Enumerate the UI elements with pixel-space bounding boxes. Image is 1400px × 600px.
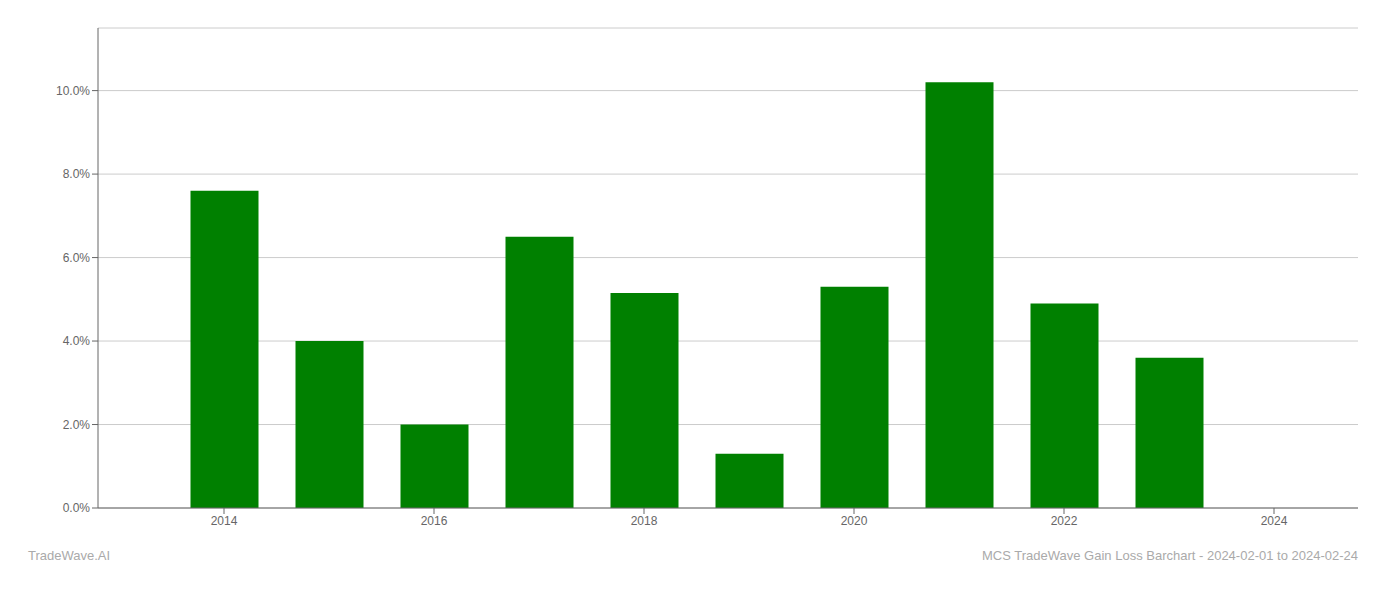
html-text:TradeWave.AI: TradeWave.AI bbox=[28, 548, 111, 563]
svg-text:2016: 2016 bbox=[421, 514, 448, 528]
svg-text:2.0%: 2.0% bbox=[63, 418, 91, 432]
svg-text:2024: 2024 bbox=[1261, 514, 1288, 528]
svg-text:2014: 2014 bbox=[211, 514, 238, 528]
svg-text:8.0%: 8.0% bbox=[63, 167, 91, 181]
html-text:MCS TradeWave Gain Loss Barcha: MCS TradeWave Gain Loss Barchart - 2024-… bbox=[982, 548, 1358, 563]
svg-text:10.0%: 10.0% bbox=[56, 84, 90, 98]
svg-text:0.0%: 0.0% bbox=[63, 501, 91, 515]
svg-text:4.0%: 4.0% bbox=[63, 334, 91, 348]
svg-text:2022: 2022 bbox=[1051, 514, 1078, 528]
svg-text:2020: 2020 bbox=[841, 514, 868, 528]
svg-text:6.0%: 6.0% bbox=[63, 251, 91, 265]
svg-text:2018: 2018 bbox=[631, 514, 658, 528]
